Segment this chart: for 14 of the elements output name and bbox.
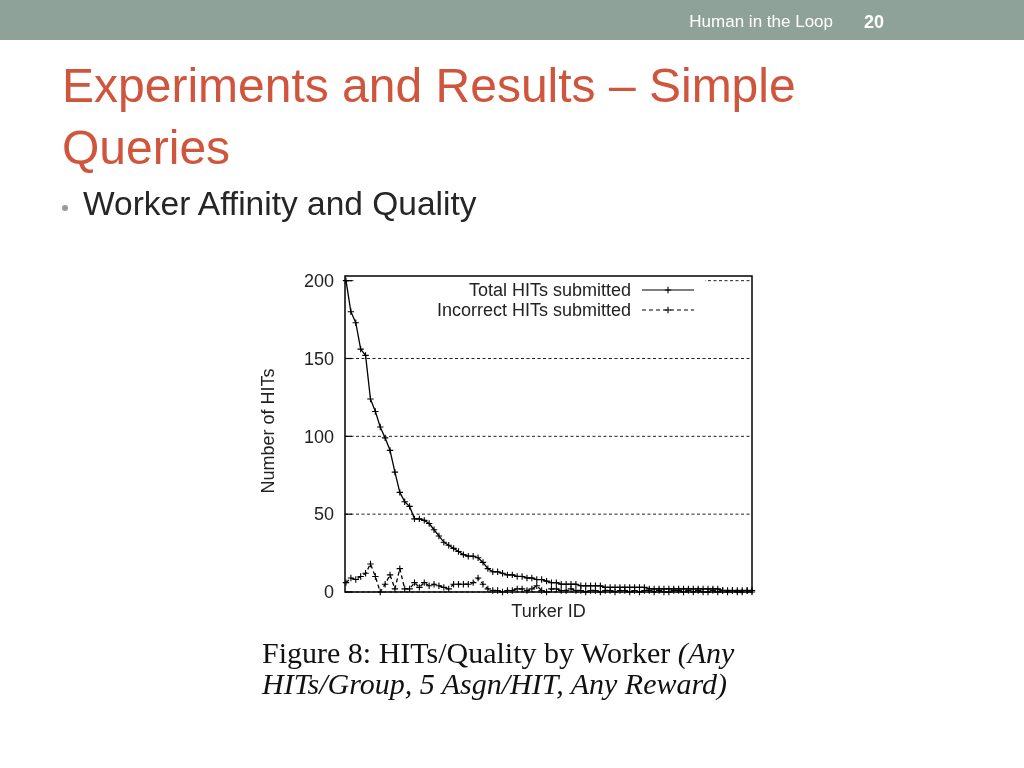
chart-subtitle: Worker Affinity and Quality — [83, 184, 477, 224]
x-axis-title: Turker ID — [511, 601, 586, 621]
chart-title: Experiments and Results – Simple Queries — [62, 58, 797, 176]
y-tick-label: 50 — [313, 504, 334, 525]
legend-label: Incorrect HITs submitted — [436, 300, 631, 321]
y-tick-label: 200 — [303, 270, 334, 291]
y-tick-label: 0 — [323, 582, 334, 603]
text: Human in the Loop — [689, 12, 833, 31]
y-tick-label: 100 — [303, 426, 334, 447]
legend-label: Total HITs submitted — [468, 280, 631, 301]
text: 20 — [863, 12, 885, 32]
y-axis-title: Number of HITs — [258, 368, 278, 494]
caption: Figure 8: HITs/Quality by Worker (Any HITs/Group, 5 Asgn/HIT, Any Reward) — [262, 636, 736, 700]
y-tick-label: 150 — [303, 348, 334, 369]
